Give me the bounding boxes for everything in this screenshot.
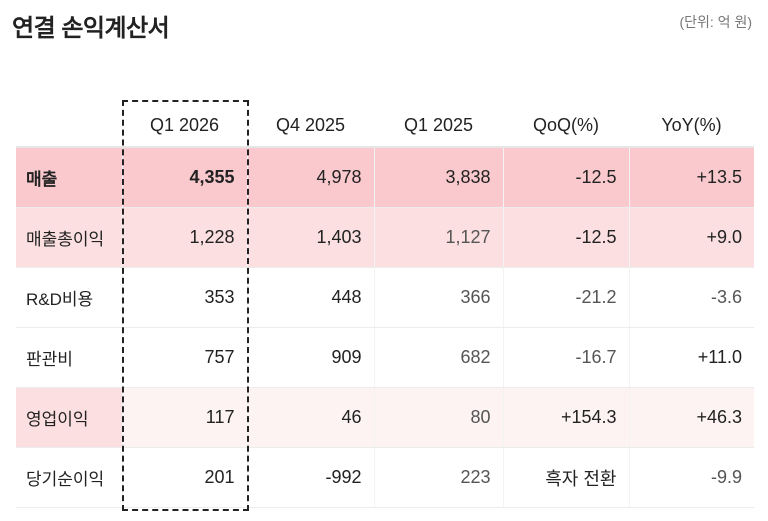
table-cell: 448 <box>246 267 374 328</box>
table-cell: 117 <box>121 387 247 448</box>
table-cell: 4,978 <box>246 147 374 208</box>
table-cell: +11.0 <box>628 327 754 388</box>
table-cell: -3.6 <box>628 267 754 328</box>
header-cell-q1-2025: Q1 2025 <box>374 104 503 148</box>
unit-label: (단위: 억 원) <box>679 14 752 30</box>
table-cell: 1,228 <box>121 207 247 268</box>
table-cell: 682 <box>373 327 503 388</box>
row-label: 당기순이익 <box>16 447 122 508</box>
header-row: Q1 2026 Q4 2025 Q1 2025 QoQ(%) YoY(%) <box>16 104 754 148</box>
table-cell: -992 <box>246 447 374 508</box>
table-cell: -9.9 <box>628 447 754 508</box>
table-cell: +13.5 <box>628 147 754 208</box>
table-cell: 3,838 <box>373 147 503 208</box>
table-cell: 1,403 <box>246 207 374 268</box>
table-cell: +9.0 <box>628 207 754 268</box>
table-row-sga: 판관비 757 909 682 -16.7 +11.0 <box>16 327 754 388</box>
table-row-rnd: R&D비용 353 448 366 -21.2 -3.6 <box>16 267 754 328</box>
header-cell-q4-2025: Q4 2025 <box>247 104 374 148</box>
table-cell: 1,127 <box>373 207 503 268</box>
table-cell: 80 <box>373 387 503 448</box>
table-cell: 흑자 전환 <box>502 447 629 508</box>
table-cell: +154.3 <box>502 387 629 448</box>
table-cell: -16.7 <box>502 327 629 388</box>
table-cell: 353 <box>121 267 247 328</box>
table-cell: 4,355 <box>121 147 247 208</box>
row-label: 매출총이익 <box>16 207 122 268</box>
row-label: 영업이익 <box>16 387 122 448</box>
page-title: 연결 손익계산서 <box>12 15 170 42</box>
table-cell: 366 <box>373 267 503 328</box>
row-label: R&D비용 <box>16 267 122 328</box>
table-cell: -21.2 <box>502 267 629 328</box>
header-cell <box>16 104 122 148</box>
table-cell: +46.3 <box>628 387 754 448</box>
table-row-revenue: 매출 4,355 4,978 3,838 -12.5 +13.5 <box>16 147 754 208</box>
table-cell: -12.5 <box>502 207 629 268</box>
table-cell: -12.5 <box>502 147 629 208</box>
table-cell: 201 <box>121 447 247 508</box>
header-cell-qoq: QoQ(%) <box>503 104 629 148</box>
table-row-gross-profit: 매출총이익 1,228 1,403 1,127 -12.5 +9.0 <box>16 207 754 268</box>
table-cell: 757 <box>121 327 247 388</box>
header-cell-q1-2026: Q1 2026 <box>122 104 247 148</box>
row-label: 판관비 <box>16 327 122 388</box>
income-statement-table: Q1 2026 Q4 2025 Q1 2025 QoQ(%) YoY(%) 매출… <box>16 104 754 508</box>
table-cell: 223 <box>373 447 503 508</box>
table-cell: 46 <box>246 387 374 448</box>
header-cell-yoy: YoY(%) <box>629 104 754 148</box>
row-label: 매출 <box>16 147 122 208</box>
table-cell: 909 <box>246 327 374 388</box>
table-row-operating-profit: 영업이익 117 46 80 +154.3 +46.3 <box>16 387 754 448</box>
table-row-net-income: 당기순이익 201 -992 223 흑자 전환 -9.9 <box>16 447 754 508</box>
